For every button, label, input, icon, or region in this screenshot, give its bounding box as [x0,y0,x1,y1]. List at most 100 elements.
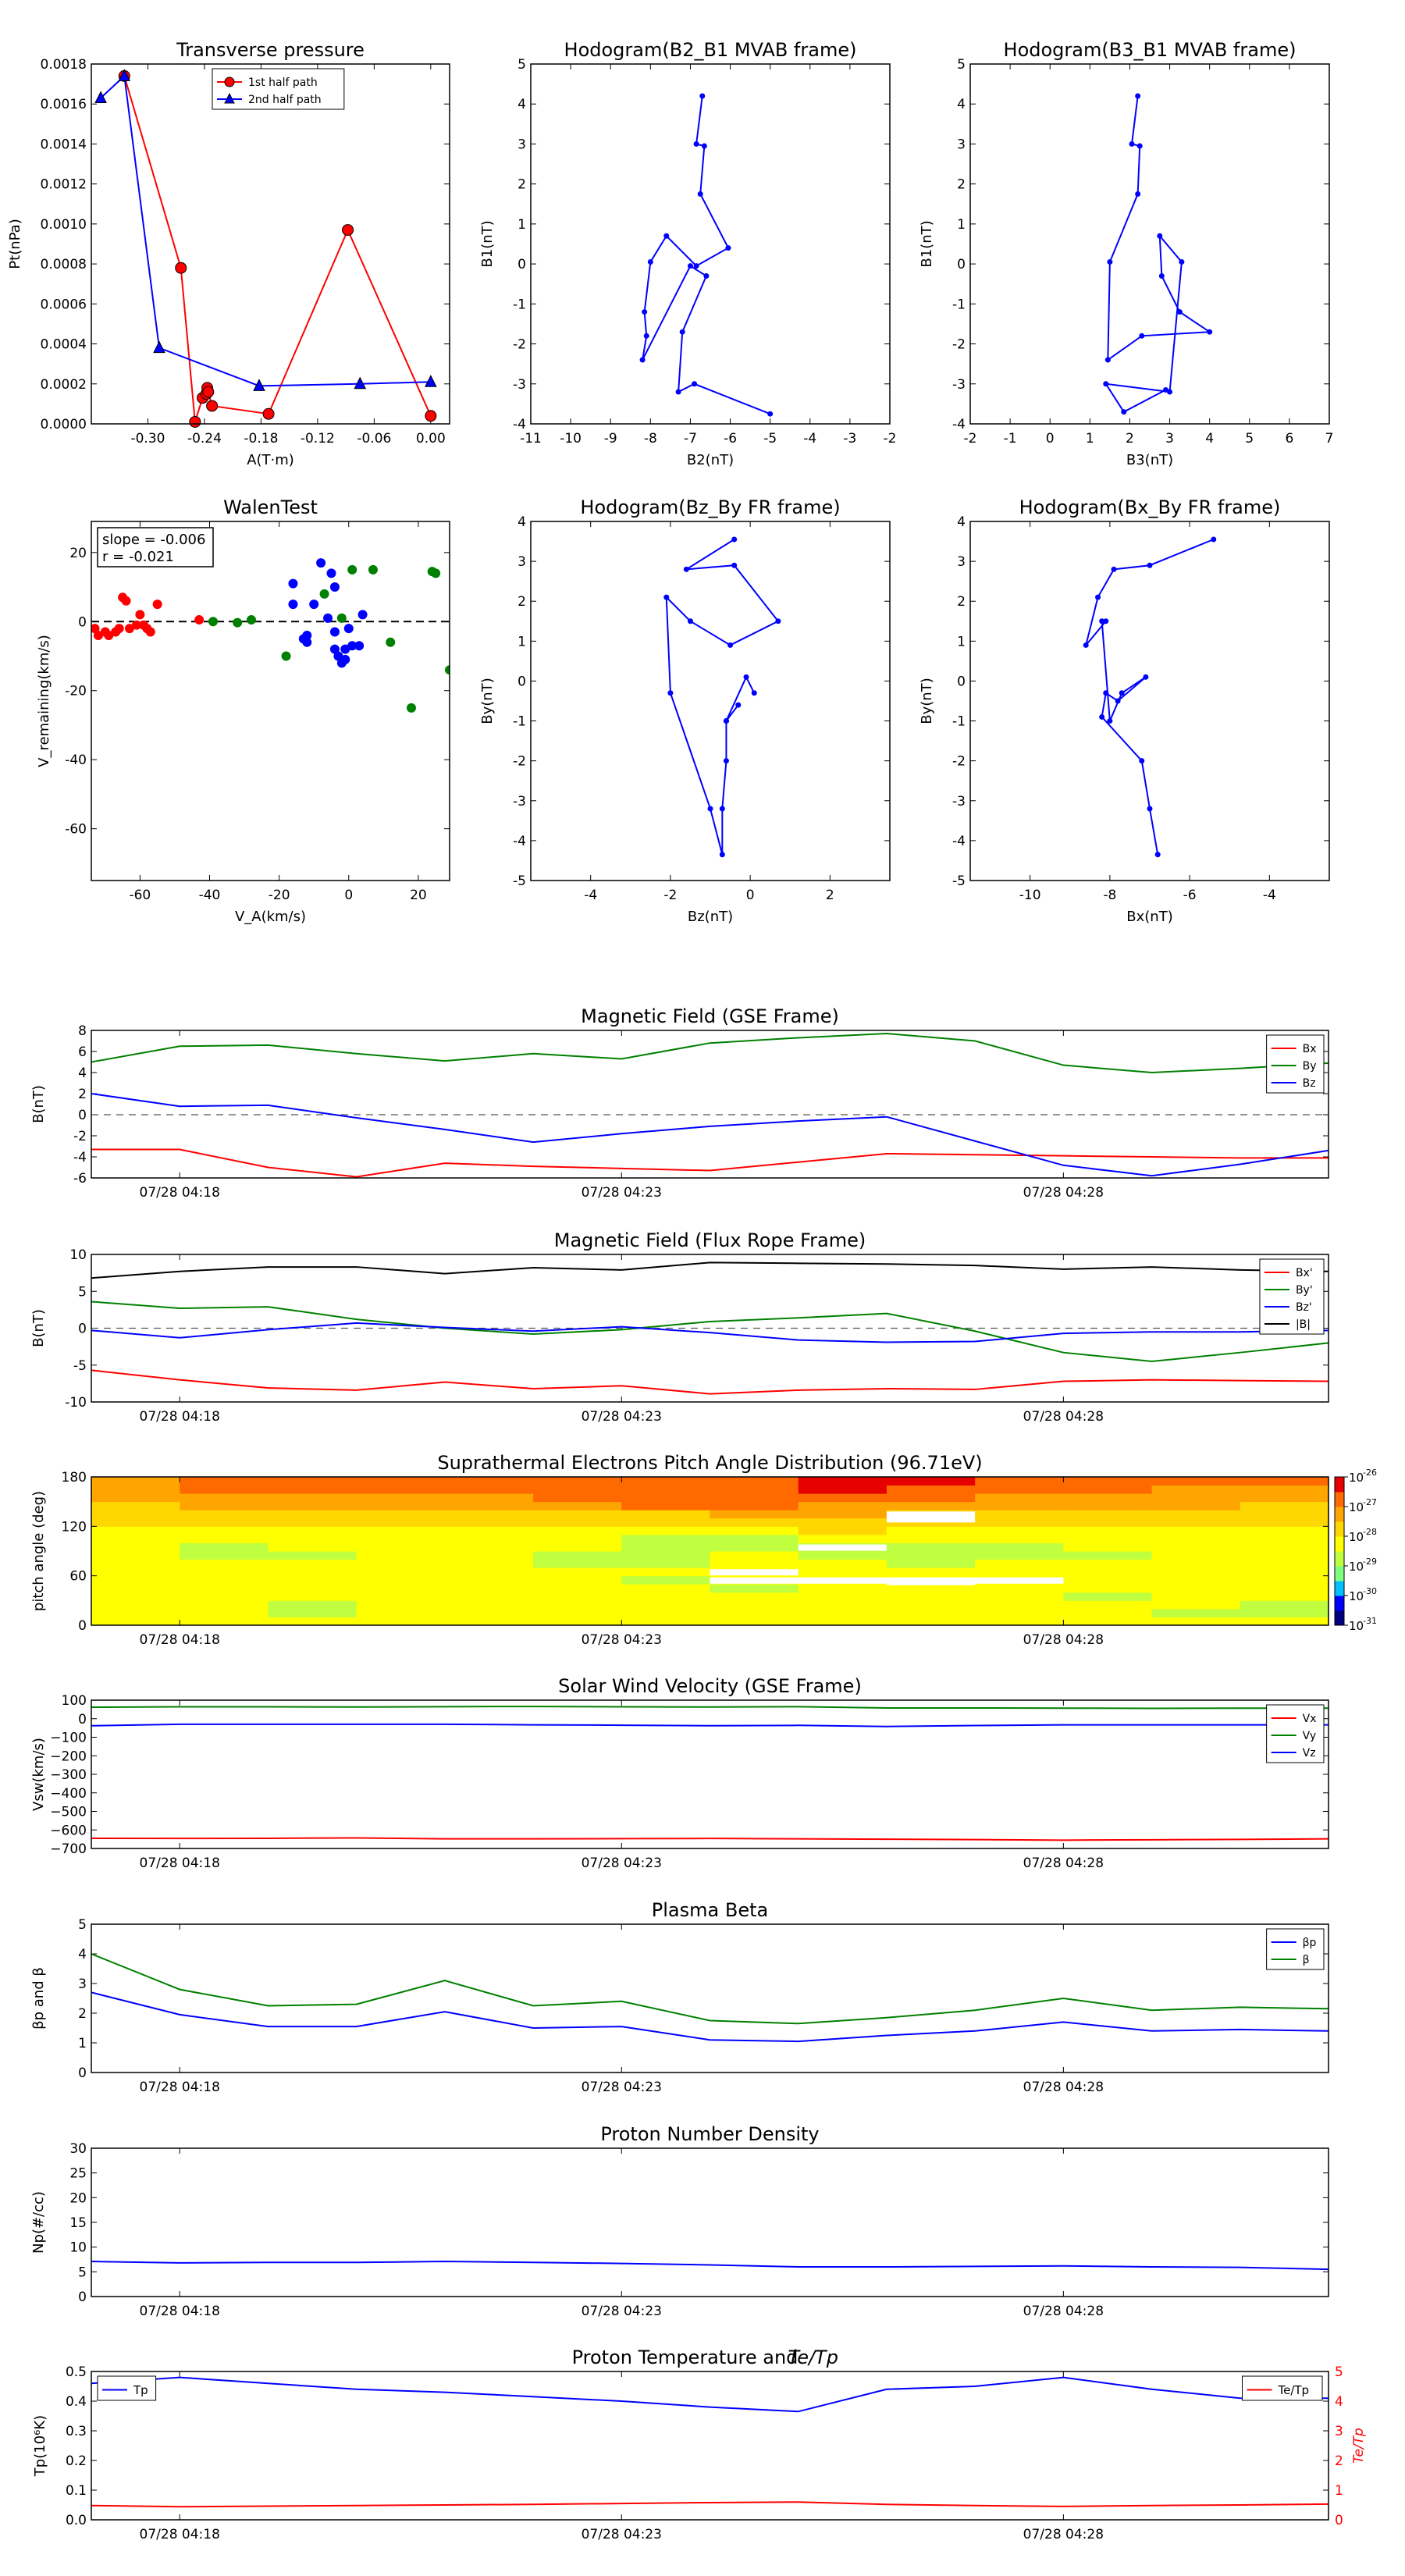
h1-title: Hodogram(B2_B1 MVAB frame) [564,39,857,61]
scatter-point-red [93,630,103,640]
heatmap-cell [91,1567,180,1577]
heatmap-cell [533,1575,622,1585]
scatter-point-blue [326,568,336,578]
legend: Tp [97,2375,157,2401]
y-tick-label: 0 [957,674,966,689]
y-tick-label: -5 [73,1358,87,1374]
heatmap-cell [91,1517,180,1527]
heatmap-cell [798,1584,887,1593]
colorbar-label-base: 10 [1349,1500,1364,1514]
heatmap-cell [1151,1584,1241,1593]
y-tick-label: 0 [78,614,87,630]
heatmap-cell [1240,1517,1329,1527]
x-tick-label: 07/28 04:23 [582,2080,662,2095]
heatmap-cell [886,1501,976,1510]
heatmap-cell [1240,1526,1329,1535]
y-tick-label: −400 [50,1786,87,1802]
data-point [743,674,749,680]
y-tick-label: 100 [62,1693,87,1709]
series-line-Bx-By [1085,539,1215,855]
heatmap-cell [444,1493,534,1503]
data-point [697,190,703,197]
x-tick-label: 07/28 04:23 [582,1185,662,1201]
x-tick-label: 0 [1046,431,1055,447]
data-point [1139,333,1145,339]
y-tick-label: 0.0012 [41,177,87,193]
heatmap-cell [621,1526,710,1535]
magfr-plot-area [91,1261,1329,1395]
heatmap-cell [180,1551,269,1560]
data-point [1104,357,1111,363]
x-tick-label: 07/28 04:28 [1023,1185,1104,1201]
scatter-point-green [281,651,291,661]
y-tick-label: 1 [957,634,966,649]
chart-beta: Plasma Beta 07/28 04:18 07/28 04:23 07/28 0… [30,1899,1329,2095]
scatter-point-blue [288,578,298,589]
heatmap-cell [621,1485,710,1494]
pt-plot-area [100,74,432,422]
data-point [639,357,646,363]
y-tick-label: -6 [73,1171,87,1187]
y-tick-label: 0.0 [66,2513,87,2528]
heatmap-cell [1063,1517,1153,1527]
heatmap-cell [886,1608,976,1617]
x-tick-label: -0.06 [357,431,391,447]
scatter-point-blue [329,627,340,637]
heatmap-cell [710,1485,799,1494]
chart-walen-test: WalenTest -60 -40 -20 0 20 -60 -40 -20 0 20 V_A(km/… [36,496,450,925]
x-tick-label: -0.18 [244,431,278,447]
heatmap-gap [975,1577,1064,1584]
data-point [1107,259,1113,265]
x-tick-label: -4 [1263,888,1276,903]
annotation-box [97,527,214,568]
pad-title: Suprathermal Electrons Pitch Angle Distr… [437,1452,982,1474]
heatmap-cell [180,1584,269,1593]
heatmap-cell [444,1608,534,1617]
scatter-point-blue [309,600,319,610]
x-tick-label: 07/28 04:23 [582,1632,662,1648]
heatmap-cell [1240,1617,1329,1625]
heatmap-cell [1151,1559,1241,1568]
scatter-point-green [445,665,450,675]
heatmap-cell [1063,1584,1153,1593]
y2-tick-label: 5 [1335,2364,1343,2380]
data-point [725,245,731,251]
y-tick-label: 0.0014 [41,137,87,152]
chart-h3: Hodogram(Bz_By FR frame) -4 -2 0 2 -5 -4 -3 -2 -1… [479,496,891,925]
heatmap-cell [356,1567,446,1577]
y-tick-label: -2 [73,1129,87,1144]
heatmap-cell [1063,1592,1153,1601]
y-tick-label: 20 [69,546,87,561]
heatmap-cell [798,1485,887,1494]
vsw-title: Solar Wind Velocity (GSE Frame) [558,1675,862,1697]
series-line-Tp [91,2376,1329,2413]
y-tick-label: 0 [78,2065,87,2081]
heatmap-cell [180,1517,269,1527]
x-tick-label: 6 [1285,431,1293,447]
data-point [701,143,707,149]
data-point [1099,618,1105,624]
np-ylabel: Np(#/cc) [30,2191,47,2254]
axes-frame [91,2147,1329,2297]
heatmap-cell [180,1510,269,1519]
heatmap-cell [268,1501,357,1510]
y-tick-label: 0 [78,1712,87,1727]
heatmap-cell [180,1493,269,1503]
y-tick-label: 4 [957,514,966,530]
h4-plot-area [1083,536,1217,858]
legend-box [1259,1258,1325,1335]
scatter-point-red [131,620,141,630]
data-point [667,690,674,696]
series-line-Bx' [91,1369,1329,1395]
axes-frame [91,1254,1329,1403]
y-tick-label: -5 [952,873,966,889]
y-tick-label: -3 [513,377,526,393]
y-tick-label: -4 [513,417,526,432]
data-point [1135,93,1141,99]
heatmap-cell [180,1600,269,1610]
heatmap-cell [1240,1584,1329,1593]
legend-box [1266,1928,1325,1970]
y-tick-label: 1 [518,217,526,233]
data-point [692,381,698,387]
